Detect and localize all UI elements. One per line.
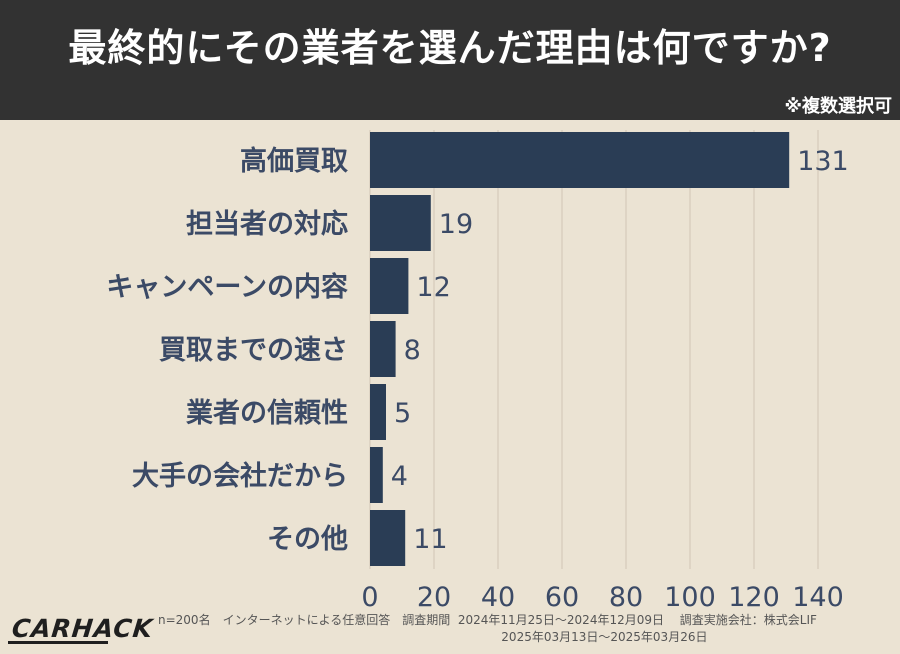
bar-3 (370, 321, 396, 377)
logo-underline (8, 641, 108, 644)
category-label-0: 高価買取 (240, 145, 348, 177)
carhack-logo: CARHACK (10, 614, 155, 643)
category-label-6: その他 (267, 524, 348, 555)
value-label-6: 11 (413, 524, 447, 555)
header-bar: 最終的にその業者を選んだ理由は何ですか? ※複数選択可 (0, 0, 900, 120)
category-label-2: キャンペーンの内容 (106, 271, 348, 303)
value-label-1: 19 (439, 209, 473, 240)
x-tick-label-60: 60 (545, 582, 579, 610)
bar-0 (370, 132, 790, 188)
footnote-line-2: 2025年03月13日～2025年03月26日 (158, 630, 708, 644)
bar-5 (370, 447, 383, 503)
footnote-line-1: n=200名 インターネットによる任意回答 調査期間 2024年11月25日～2… (158, 613, 817, 627)
value-label-2: 12 (416, 272, 450, 303)
value-label-4: 5 (394, 398, 411, 429)
category-label-3: 買取までの速さ (159, 335, 348, 366)
category-label-4: 業者の信頼性 (186, 398, 348, 429)
x-tick-label-100: 100 (664, 582, 716, 610)
x-tick-label-80: 80 (609, 582, 643, 610)
value-label-5: 4 (391, 461, 408, 492)
x-tick-label-40: 40 (481, 582, 515, 610)
x-tick-label-120: 120 (728, 582, 780, 610)
category-label-1: 担当者の対応 (186, 208, 348, 240)
bar-2 (370, 258, 409, 314)
category-label-5: 大手の会社だから (132, 460, 348, 492)
bar-4 (370, 384, 386, 440)
value-label-3: 8 (404, 335, 421, 366)
chart-title: 最終的にその業者を選んだ理由は何ですか? (68, 26, 832, 70)
bar-6 (370, 510, 406, 566)
value-label-0: 131 (797, 146, 849, 177)
multiple-choice-note: ※複数選択可 (784, 96, 893, 117)
x-tick-label-140: 140 (792, 582, 844, 610)
x-tick-label-0: 0 (361, 582, 378, 610)
bar-chart: 高価買取 131 担当者の対応 19 キャンペーンの内容 12 買取までの速さ 8 業者の信頼性… (106, 130, 849, 610)
bar-1 (370, 195, 431, 251)
survey-footnote: n=200名 インターネットによる任意回答 調査期間 2024年11月25日～2… (158, 612, 898, 646)
x-tick-label-20: 20 (417, 582, 451, 610)
